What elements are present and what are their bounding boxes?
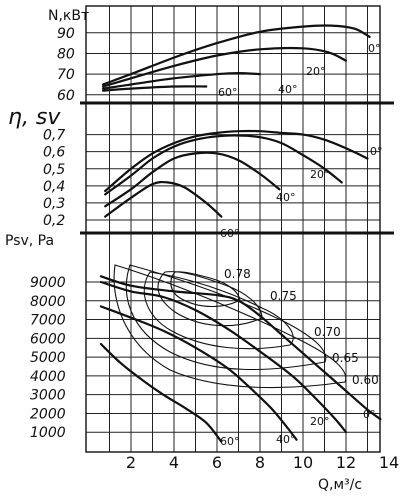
curve-0-2 — [101, 72, 262, 90]
y-tick-label: 8000 — [30, 294, 66, 310]
y-tick-label: 70 — [57, 67, 75, 83]
x-tick-label: 6 — [212, 453, 222, 472]
y-tick-label: 0,4 — [43, 179, 65, 195]
isoline-label: 0.75 — [270, 289, 297, 303]
curve-0-1 — [101, 46, 348, 88]
isoline-label: 0.60 — [352, 373, 379, 387]
series-label: 40° — [278, 83, 298, 96]
series-label: 20° — [306, 65, 326, 78]
y-tick-label: 3000 — [30, 388, 66, 404]
grid — [80, 5, 394, 453]
series-label: 0° — [370, 145, 383, 158]
series-label: 20° — [310, 415, 330, 428]
y-tick-label: 7000 — [30, 313, 66, 329]
y-tick-label: 6000 — [30, 331, 66, 347]
pressure-axis-label: Psv, Pa — [5, 233, 54, 249]
curves — [99, 24, 382, 443]
series-label: 0° — [368, 42, 381, 55]
curve-1-2 — [104, 151, 281, 208]
isoline-label: 0.65 — [332, 351, 359, 365]
y-tick-label: 5000 — [30, 350, 66, 366]
series-label: 60° — [220, 227, 240, 240]
y-tick-label: 4000 — [30, 369, 66, 385]
series-label: 0° — [363, 408, 376, 421]
efficiency-axis-label: η, sv — [8, 105, 61, 130]
series-label: 40° — [276, 191, 296, 204]
curve-1-0 — [104, 129, 369, 193]
y-tick-label: 9000 — [30, 275, 66, 291]
curve-2-1 — [99, 280, 348, 434]
power-axis-label: N,кВт — [48, 8, 89, 24]
labels: 607080900,20,30,40,50,60,710002000300040… — [30, 26, 399, 472]
curve-1-1 — [104, 134, 343, 196]
efficiency-isoline — [113, 264, 347, 389]
y-tick-label: 80 — [57, 46, 75, 62]
curve-0-3 — [101, 85, 208, 92]
curve-1-3 — [104, 180, 223, 218]
panel-frame — [85, 102, 381, 234]
y-tick-label: 90 — [57, 26, 75, 42]
x-tick-label: 10 — [293, 453, 313, 472]
x-tick-label: 8 — [255, 453, 265, 472]
y-tick-label: 60 — [57, 88, 75, 104]
y-tick-label: 1000 — [30, 425, 66, 441]
x-tick-label: 2 — [126, 453, 136, 472]
series-label: 60° — [218, 86, 238, 99]
y-tick-label: 0,2 — [43, 213, 65, 229]
series-label: 60° — [220, 435, 240, 448]
series-label: 20° — [310, 168, 330, 181]
x-tick-label: 4 — [169, 453, 179, 472]
y-tick-label: 0,6 — [43, 145, 65, 161]
x-tick-label: 14 — [379, 453, 399, 472]
y-tick-label: 2000 — [30, 406, 66, 422]
curve-0-0 — [101, 24, 371, 86]
isoline-label: 0.70 — [314, 325, 341, 339]
y-tick-label: 0,3 — [43, 196, 65, 212]
series-label: 40° — [276, 433, 296, 446]
y-tick-label: 0,7 — [43, 128, 65, 144]
y-tick-label: 0,5 — [43, 162, 65, 178]
curve-2-3 — [99, 342, 223, 443]
isoline-label: 0.78 — [224, 267, 251, 281]
x-axis-label: Q,м³/с — [318, 477, 362, 493]
efficiency-isoline — [143, 271, 294, 350]
curve-2-0 — [99, 275, 382, 421]
x-tick-label: 12 — [336, 453, 356, 472]
curve-2-2 — [99, 305, 298, 441]
